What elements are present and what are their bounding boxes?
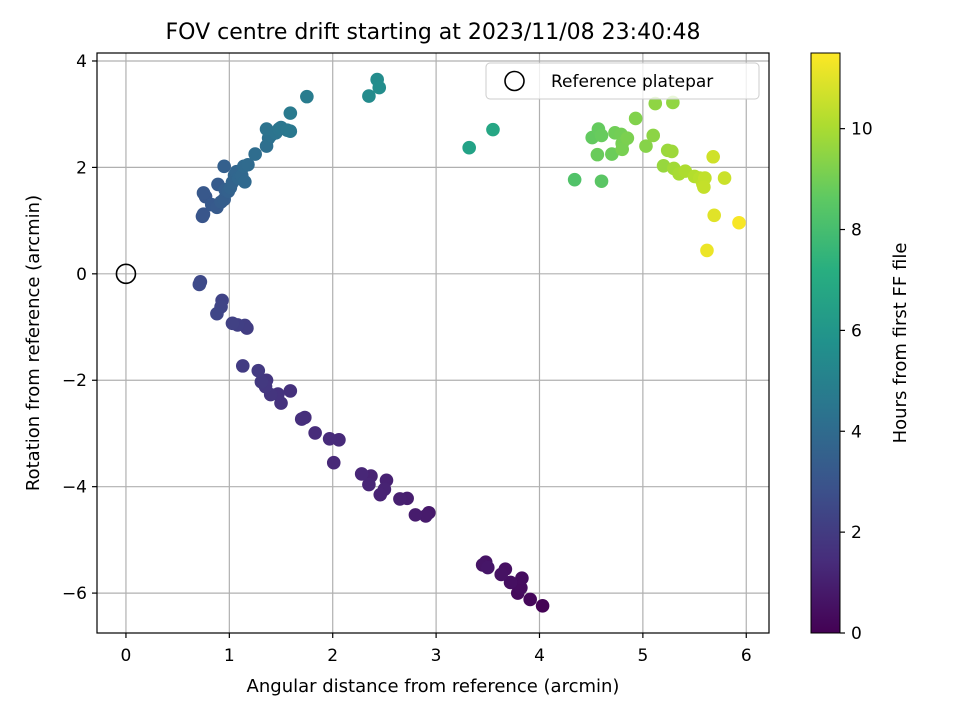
data-point <box>665 144 679 159</box>
legend-reference-marker <box>504 70 525 92</box>
colorbar-tick-label: 0 <box>851 624 862 644</box>
data-point <box>486 122 500 137</box>
data-point <box>308 426 322 440</box>
colorbar-tick-label: 2 <box>851 523 862 543</box>
data-point <box>238 174 252 189</box>
data-point <box>408 508 423 522</box>
data-point <box>503 575 518 590</box>
data-point <box>217 159 231 174</box>
data-point <box>354 467 369 481</box>
chart-title: FOV centre drift starting at 2023/11/08 … <box>166 20 701 45</box>
x-axis-label: Angular distance from reference (arcmin) <box>247 676 620 697</box>
data-point <box>707 208 722 223</box>
colorbar-tick-label: 8 <box>851 221 862 241</box>
x-tick-label: 5 <box>637 646 648 666</box>
data-point <box>373 487 388 502</box>
data-point <box>615 142 629 157</box>
colorbar-label: Hours from first FF file <box>890 243 911 444</box>
data-point <box>594 174 609 189</box>
data-point <box>235 359 250 373</box>
data-point <box>717 171 732 185</box>
data-point <box>326 455 341 470</box>
data-point <box>523 592 537 607</box>
y-tick-label: −6 <box>62 584 87 604</box>
grid <box>97 53 769 633</box>
x-tick-label: 1 <box>224 646 235 666</box>
data-point <box>594 128 609 143</box>
data-point <box>196 186 211 200</box>
y-tick-label: 4 <box>76 52 87 72</box>
data-point <box>393 492 407 506</box>
data-point <box>567 172 582 187</box>
colorbar-ticks: 0 2 4 6 8 10 <box>840 120 873 644</box>
data-point <box>196 207 211 222</box>
data-point <box>294 412 309 426</box>
y-tick-label: −4 <box>62 478 87 498</box>
data-point <box>656 159 671 173</box>
colorbar: 0 2 4 6 8 10 Hours from first FF file <box>810 52 911 644</box>
y-tick-label: 2 <box>76 158 87 178</box>
data-point <box>620 131 635 145</box>
x-tick-label: 0 <box>121 646 132 666</box>
colorbar-tick-label: 6 <box>851 321 862 341</box>
y-tick-label: −2 <box>62 371 87 391</box>
data-point <box>210 306 224 321</box>
data-point <box>372 80 387 95</box>
data-point <box>639 139 653 153</box>
x-tick-label: 3 <box>431 646 442 666</box>
data-points <box>192 72 746 613</box>
data-point <box>362 477 376 492</box>
data-point <box>590 147 605 162</box>
data-point <box>322 431 337 446</box>
data-point <box>646 128 661 143</box>
colorbar-gradient <box>810 52 841 634</box>
data-point <box>648 96 663 111</box>
data-point <box>700 243 714 258</box>
data-point <box>697 180 711 194</box>
data-point <box>732 215 746 230</box>
data-point <box>254 375 269 389</box>
data-point <box>283 106 298 120</box>
data-point <box>628 111 643 126</box>
data-point <box>494 567 509 582</box>
data-point <box>515 571 529 585</box>
colorbar-tick-label: 4 <box>851 422 862 442</box>
x-tick-label: 2 <box>327 646 338 666</box>
data-point <box>300 89 314 104</box>
plot-frame <box>96 52 770 634</box>
reference-marker <box>115 263 137 285</box>
data-point <box>535 599 550 613</box>
x-tick-label: 4 <box>534 646 545 666</box>
data-point <box>418 509 433 523</box>
data-point <box>462 140 476 155</box>
x-tick-label: 6 <box>741 646 752 666</box>
data-point <box>283 384 298 398</box>
legend-reference-label: Reference platepar <box>551 72 713 92</box>
data-point <box>362 89 376 103</box>
data-point <box>283 124 298 139</box>
axis-ticks: 0 1 2 3 4 5 6 −6 −4 −2 0 2 4 <box>62 52 752 666</box>
data-point <box>225 316 240 331</box>
data-point <box>706 149 720 164</box>
data-point <box>251 363 266 378</box>
data-point <box>248 147 262 161</box>
data-point <box>480 560 495 575</box>
data-point <box>605 147 619 161</box>
y-tick-label: 0 <box>76 265 87 285</box>
legend-box <box>485 62 760 100</box>
y-axis-label: Rotation from reference (arcmin) <box>23 195 44 491</box>
legend: Reference platepar <box>485 62 760 100</box>
data-point <box>192 277 207 292</box>
data-point <box>241 157 255 172</box>
colorbar-tick-label: 10 <box>851 120 873 140</box>
